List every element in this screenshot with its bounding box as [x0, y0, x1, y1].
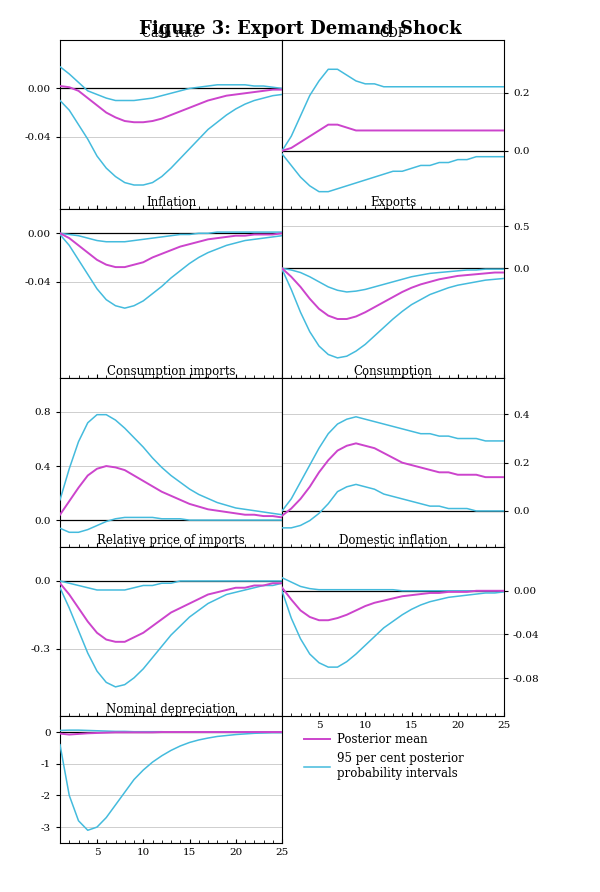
Title: Domestic inflation: Domestic inflation [338, 534, 448, 547]
Title: Consumption: Consumption [353, 365, 433, 378]
Legend: Posterior mean, 95 per cent posterior
probability intervals: Posterior mean, 95 per cent posterior pr… [299, 729, 468, 785]
Title: Relative price of imports: Relative price of imports [97, 534, 245, 547]
Title: Exports: Exports [370, 196, 416, 209]
Title: GDP: GDP [380, 27, 406, 40]
Text: Figure 3: Export Demand Shock: Figure 3: Export Demand Shock [139, 20, 461, 37]
Title: Nominal depreciation: Nominal depreciation [106, 703, 236, 716]
Title: Inflation: Inflation [146, 196, 196, 209]
Title: Consumption imports: Consumption imports [107, 365, 235, 378]
Title: Cash rate: Cash rate [142, 27, 200, 40]
